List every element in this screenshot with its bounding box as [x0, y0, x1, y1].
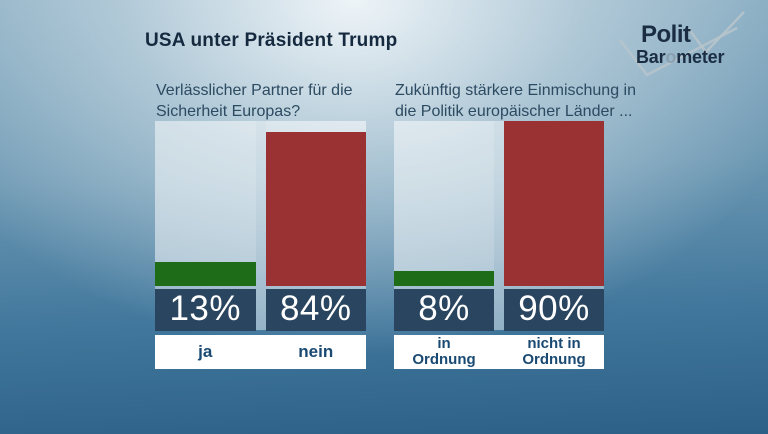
value-ja: 13% — [155, 289, 256, 331]
checkmark-icon — [619, 11, 745, 77]
bar-track-ja — [155, 121, 256, 286]
value-row: 8% 90% — [394, 289, 604, 331]
bar-track-nicht-in-ordnung — [504, 121, 604, 286]
bar-track-nein — [265, 121, 366, 286]
category-nein: nein — [298, 342, 334, 361]
chart-future-interference: Zukünftig stärkere Einmischung in die Po… — [394, 80, 636, 369]
bar-track-in-ordnung — [394, 121, 494, 286]
logo-polit-text: Polit — [641, 21, 691, 48]
politbarometer-logo: Polit Barometer — [610, 8, 760, 86]
category-in-ordnung: in Ordnung — [412, 335, 476, 368]
bar-fill-ja — [155, 262, 256, 286]
logo-text-segment: Bar — [636, 47, 666, 67]
chart-question: Verlässlicher Partner für die Sicherheit… — [156, 82, 353, 120]
value-nein: 84% — [265, 289, 366, 331]
category-nicht-in-ordnung: nicht in Ordnung — [522, 335, 586, 368]
category-row: in Ordnung nicht in Ordnung — [394, 335, 604, 369]
category-ja: ja — [198, 342, 213, 361]
chart-reliable-partner: Verlässlicher Partner für die Sicherheit… — [155, 80, 366, 369]
page-title: USA unter Präsident Trump — [145, 30, 398, 51]
bar-fill-nicht-in-ordnung — [504, 121, 604, 286]
value-in-ordnung: 8% — [394, 289, 494, 331]
bar-area — [155, 121, 366, 286]
category-row: ja nein — [155, 335, 366, 369]
chart-question: Zukünftig stärkere Einmischung in die Po… — [395, 82, 636, 120]
logo-barometer-text: Barometer — [636, 47, 724, 68]
value-nicht-in-ordnung: 90% — [504, 289, 604, 331]
logo-text-segment: meter — [676, 47, 725, 67]
bar-fill-in-ordnung — [394, 271, 494, 286]
bar-area — [394, 121, 604, 286]
value-row: 13% 84% — [155, 289, 366, 331]
bar-fill-nein — [265, 132, 366, 286]
logo-o-accent: o — [665, 47, 677, 67]
